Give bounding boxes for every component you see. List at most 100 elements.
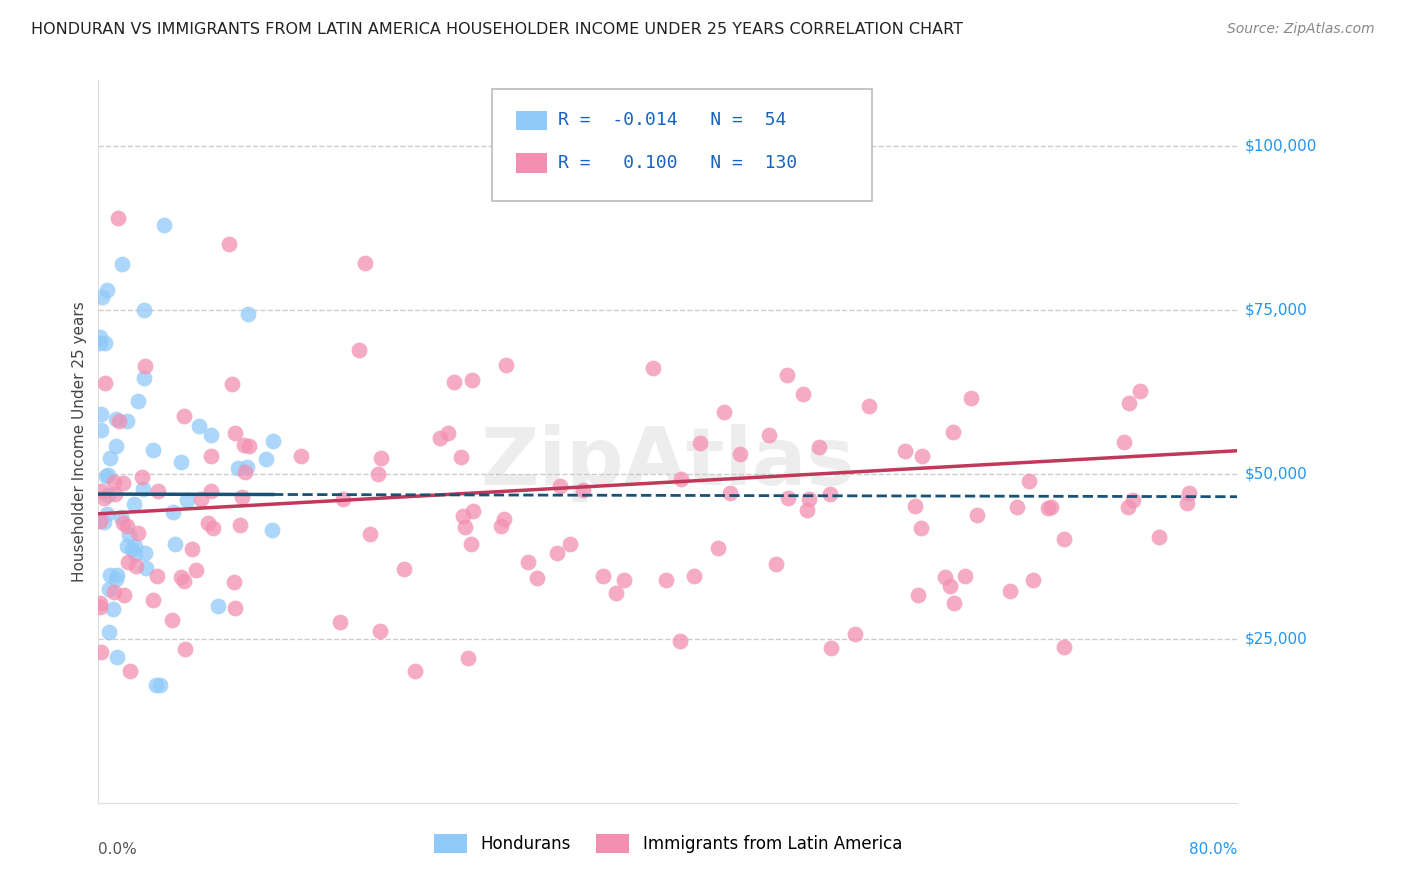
Point <box>89 599 111 614</box>
Point <box>457 651 479 665</box>
Point <box>94 376 117 391</box>
Point <box>94 336 117 351</box>
Point <box>135 561 157 575</box>
Point <box>207 599 229 613</box>
Point <box>436 426 458 441</box>
Point <box>90 484 112 499</box>
Point <box>89 330 111 344</box>
Point <box>560 536 582 550</box>
Point <box>200 450 222 464</box>
Point <box>173 642 195 657</box>
Point <box>93 491 115 505</box>
Point <box>94 468 117 483</box>
Point <box>173 574 195 589</box>
Point <box>162 505 184 519</box>
Point <box>231 490 253 504</box>
Point <box>671 472 693 486</box>
Point <box>124 539 146 553</box>
Point <box>224 425 246 440</box>
Point <box>162 613 184 627</box>
Point <box>495 358 517 372</box>
Point <box>1116 500 1139 515</box>
Point <box>105 649 128 664</box>
Point <box>934 570 956 584</box>
Point <box>776 368 799 383</box>
Point <box>966 508 988 522</box>
Point <box>104 438 127 452</box>
Point <box>517 555 540 569</box>
Point <box>939 579 962 593</box>
Point <box>221 377 243 392</box>
Point <box>605 586 627 600</box>
Point <box>125 559 148 574</box>
Point <box>134 546 156 560</box>
Point <box>233 437 256 451</box>
Text: 0.0%: 0.0% <box>98 842 138 857</box>
Text: $75,000: $75,000 <box>1244 302 1308 318</box>
Point <box>93 515 115 529</box>
Point <box>117 555 139 569</box>
Point <box>1022 573 1045 587</box>
Point <box>359 527 381 541</box>
Point <box>682 568 704 582</box>
Point <box>149 677 172 691</box>
Point <box>90 645 112 659</box>
Point <box>238 307 260 321</box>
Point <box>190 492 212 507</box>
Point <box>90 289 112 303</box>
Point <box>131 469 153 483</box>
Point <box>572 483 595 497</box>
Point <box>548 479 571 493</box>
Point <box>89 514 111 528</box>
Point <box>197 516 219 530</box>
Legend: Hondurans, Immigrants from Latin America: Hondurans, Immigrants from Latin America <box>427 827 908 860</box>
Point <box>332 491 354 506</box>
Point <box>107 211 129 226</box>
Point <box>669 634 692 648</box>
Text: $50,000: $50,000 <box>1244 467 1308 482</box>
Point <box>347 343 370 357</box>
Point <box>103 602 125 616</box>
Point <box>911 450 934 464</box>
Point <box>1053 640 1076 655</box>
Point <box>170 455 193 469</box>
Point <box>844 627 866 641</box>
Point <box>953 569 976 583</box>
Point <box>453 520 475 534</box>
Text: R =  -0.014   N =  54: R = -0.014 N = 54 <box>558 112 786 129</box>
Point <box>142 592 165 607</box>
Point <box>97 624 120 639</box>
Point <box>894 443 917 458</box>
Point <box>254 452 277 467</box>
Point <box>127 393 149 408</box>
Point <box>121 541 143 556</box>
Point <box>429 431 451 445</box>
Point <box>718 486 741 500</box>
Point <box>808 440 831 454</box>
Point <box>98 450 121 465</box>
Point <box>1177 486 1199 500</box>
Point <box>796 502 818 516</box>
Point <box>1005 500 1028 515</box>
Text: Source: ZipAtlas.com: Source: ZipAtlas.com <box>1227 22 1375 37</box>
Point <box>526 571 548 585</box>
Point <box>910 521 932 535</box>
Point <box>1018 475 1040 489</box>
Text: $100,000: $100,000 <box>1244 138 1317 153</box>
Point <box>820 640 842 655</box>
Point <box>290 449 312 463</box>
Point <box>229 518 252 533</box>
Point <box>115 519 138 533</box>
Text: HONDURAN VS IMMIGRANTS FROM LATIN AMERICA HOUSEHOLDER INCOME UNDER 25 YEARS CORR: HONDURAN VS IMMIGRANTS FROM LATIN AMERIC… <box>31 22 963 37</box>
Point <box>494 511 516 525</box>
Point <box>943 596 966 610</box>
Point <box>613 574 636 588</box>
Point <box>89 336 111 351</box>
Point <box>1175 496 1198 510</box>
Point <box>105 411 128 425</box>
Point <box>176 492 198 507</box>
Point <box>141 442 163 457</box>
Y-axis label: Householder Income Under 25 years: Householder Income Under 25 years <box>72 301 87 582</box>
Point <box>1147 530 1170 544</box>
Point <box>124 498 146 512</box>
